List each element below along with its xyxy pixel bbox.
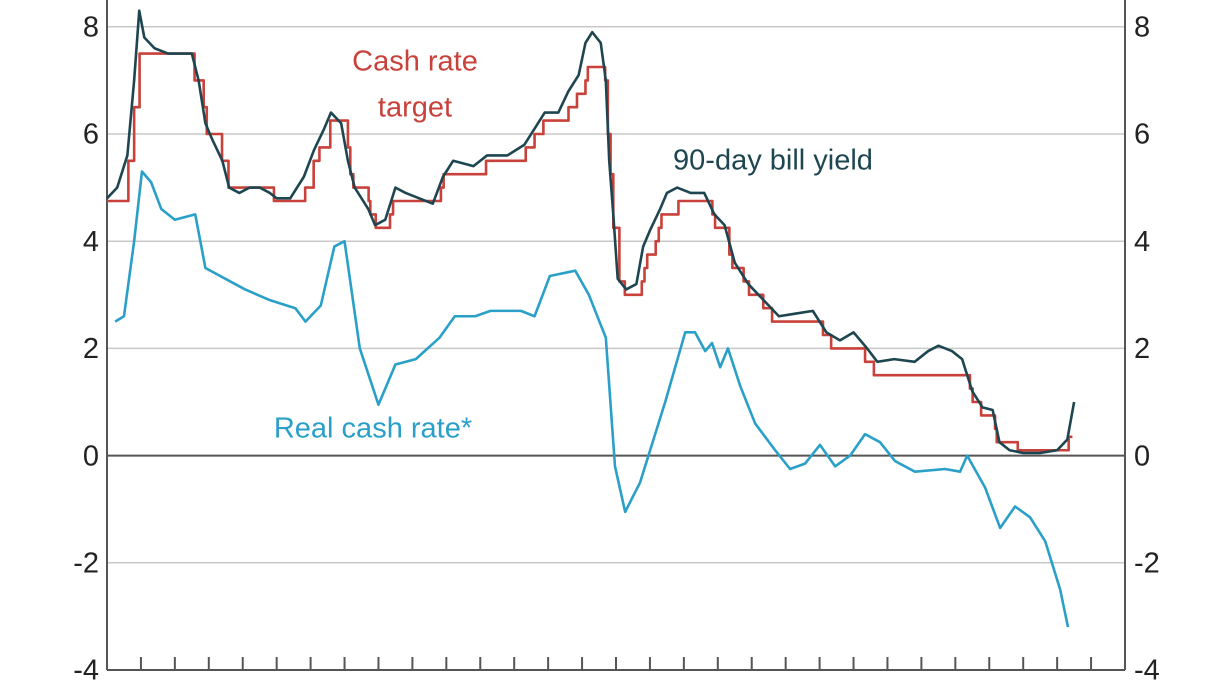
y-tick-label: 6 [83, 119, 99, 151]
y2-tick-label: -4 [1134, 655, 1160, 687]
y2-tick-label: 4 [1134, 226, 1150, 258]
series-annotation: Cash rate [352, 46, 478, 78]
y2-tick-label: 0 [1134, 440, 1150, 472]
y2-tick-label: 2 [1134, 333, 1150, 365]
y-tick-label: -4 [73, 655, 99, 687]
y2-tick-label: 8 [1134, 11, 1150, 43]
series-annotation: target [378, 92, 452, 124]
series-line [106, 9, 1076, 455]
y-tick-label: 8 [83, 11, 99, 43]
y2-tick-label: 6 [1134, 119, 1150, 151]
y-tick-label: 2 [83, 333, 99, 365]
series-annotation: 90-day bill yield [673, 145, 873, 177]
series-line [107, 52, 1073, 452]
series-annotation: Real cash rate* [274, 413, 472, 445]
y-tick-label: -2 [73, 547, 99, 579]
series-line [114, 170, 1070, 628]
y2-tick-label: -2 [1134, 547, 1160, 579]
y-tick-label: 4 [83, 226, 99, 258]
y-tick-label: 0 [83, 440, 99, 472]
